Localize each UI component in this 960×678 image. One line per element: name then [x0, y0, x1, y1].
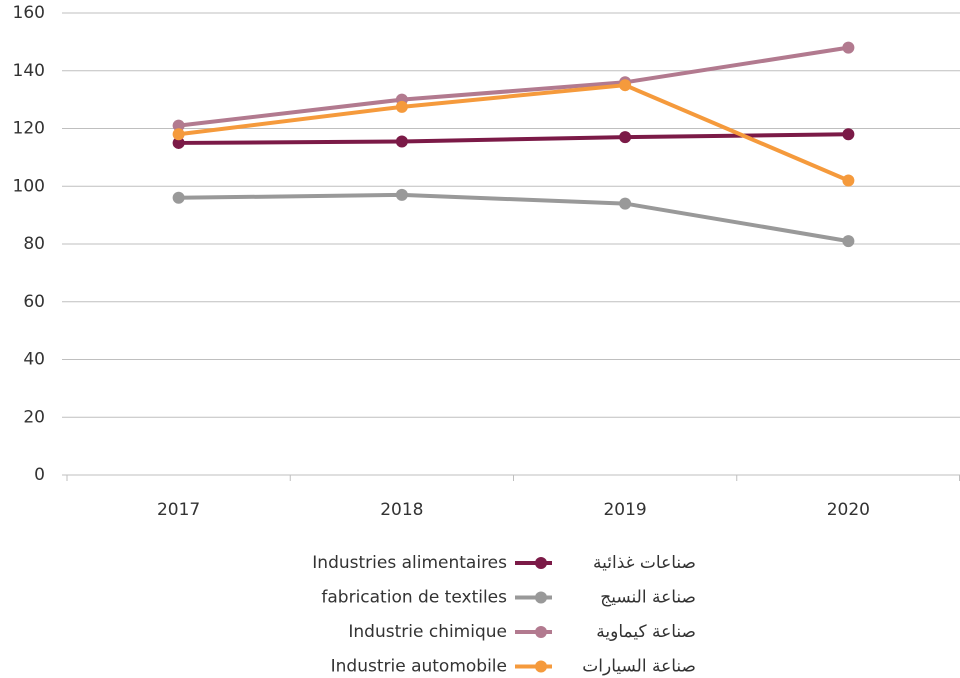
legend-label: fabrication de textiles: [321, 588, 507, 608]
legend-label-ar: صناعة النسيج: [600, 588, 696, 608]
data-point: [172, 136, 185, 149]
y-tick-label: 80: [23, 234, 45, 254]
legend-label: Industrie chimique: [348, 622, 507, 642]
legend-label: Industrie automobile: [331, 657, 507, 677]
data-point: [842, 174, 855, 187]
legend-marker: [535, 591, 547, 604]
x-tick-label: 2017: [157, 500, 200, 520]
data-point: [842, 235, 855, 248]
data-point: [619, 79, 632, 92]
legend-marker: [535, 660, 547, 673]
y-tick-label: 0: [34, 465, 45, 485]
y-tick-label: 60: [23, 292, 45, 312]
legend-label-ar: صناعات غذائية: [593, 553, 696, 573]
x-tick-label: 2019: [603, 500, 646, 520]
y-tick-label: 120: [13, 119, 45, 139]
data-point: [395, 188, 408, 201]
data-point: [172, 119, 185, 132]
data-point: [395, 135, 408, 148]
data-point: [842, 128, 855, 141]
data-point: [619, 131, 632, 144]
data-point: [842, 41, 855, 54]
x-tick-label: 2018: [380, 500, 423, 520]
y-tick-label: 140: [13, 61, 45, 81]
x-tick-label: 2020: [827, 500, 870, 520]
data-point: [172, 191, 185, 204]
data-point: [395, 100, 408, 113]
data-point: [619, 197, 632, 210]
y-tick-label: 100: [13, 176, 45, 196]
legend-label: Industries alimentaires: [312, 553, 507, 573]
data-point: [172, 128, 185, 141]
series-line: [178, 192, 849, 244]
legend-label-ar: صناعة السيارات: [582, 657, 696, 677]
series-line: [178, 132, 849, 145]
y-tick-label: 160: [13, 3, 45, 23]
legend-label-ar: صناعة كيماوية: [596, 622, 696, 642]
legend-marker: [535, 626, 547, 638]
y-tick-label: 20: [23, 407, 45, 427]
legend-marker: [535, 557, 547, 569]
y-tick-label: 40: [23, 350, 45, 370]
series-line: [178, 45, 849, 128]
series-line: [178, 83, 850, 183]
